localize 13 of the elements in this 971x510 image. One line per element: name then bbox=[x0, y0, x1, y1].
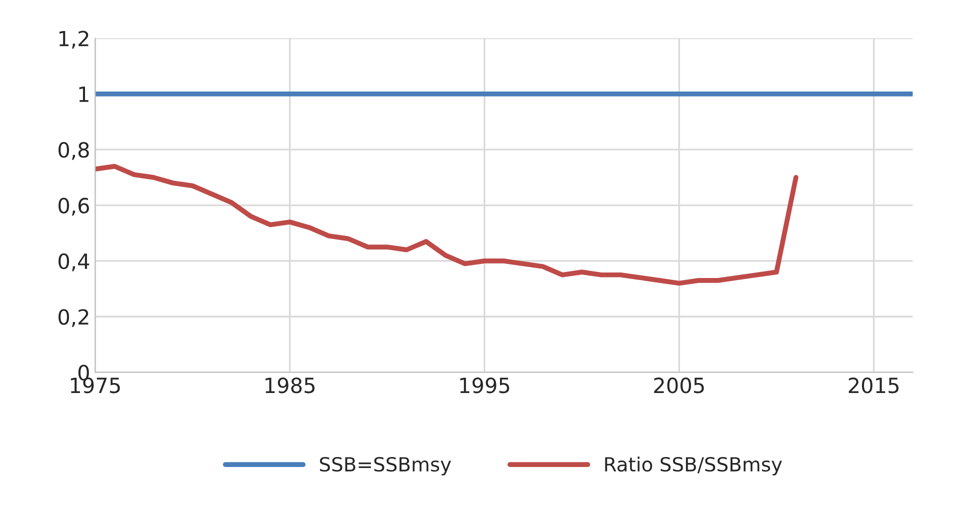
x-tick-label: 1985 bbox=[266, 378, 315, 394]
y-tick-label: 0,8 bbox=[58, 142, 89, 160]
y-tick-label: 0,2 bbox=[58, 309, 88, 327]
legend-label: SSB=SSBmsy bbox=[320, 456, 452, 476]
line-series bbox=[95, 164, 798, 286]
x-tick-label: 2005 bbox=[654, 378, 704, 394]
y-tick-label: 0,4 bbox=[58, 253, 90, 272]
x-tick-label: 2015 bbox=[848, 378, 898, 394]
y-tick-label: 1,2 bbox=[59, 30, 88, 49]
x-tick-label: 1995 bbox=[460, 378, 510, 394]
legend-label: Ratio SSB/SSBmsy bbox=[605, 456, 782, 476]
y-tick-label: 1 bbox=[79, 86, 88, 102]
y-tick-label: 0,6 bbox=[58, 198, 89, 216]
